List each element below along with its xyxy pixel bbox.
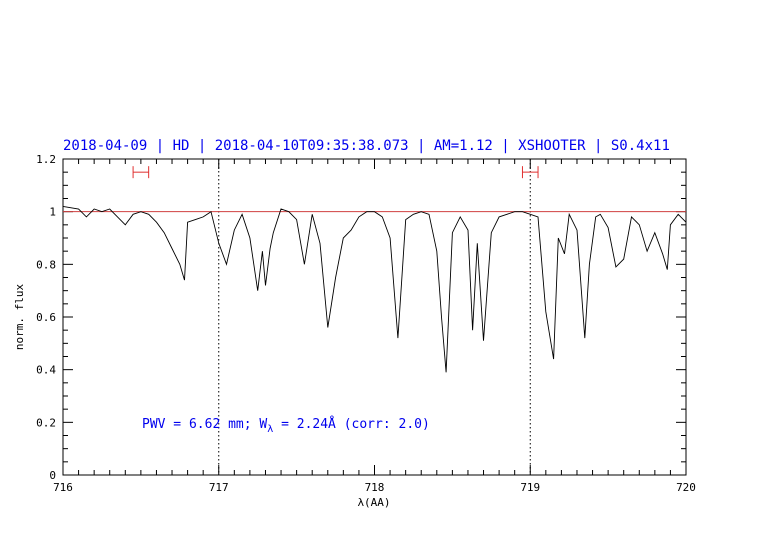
continuum-window (132, 166, 150, 179)
y-tick-label: 1 (49, 206, 56, 219)
continuum-window (521, 166, 539, 179)
continuum-windows (132, 166, 539, 179)
annotation-subscript: λ (267, 424, 273, 435)
x-tick-label: 717 (209, 481, 229, 494)
y-tick-label: 0.2 (36, 416, 56, 429)
x-tick-label: 720 (676, 481, 696, 494)
x-axis-ticks: 716 717 718 719 720 (53, 159, 696, 494)
x-tick-label: 716 (53, 481, 73, 494)
chart-title: 2018-04-09 | HD | 2018-04-10T09:35:38.07… (63, 138, 670, 154)
y-axis-ticks: 0 0.2 0.4 0.6 0.8 1 1.2 (36, 153, 686, 482)
x-axis-label: λ(AA) (357, 496, 390, 509)
annotation-suffix: = 2.24Å (corr: 2.0) (273, 416, 430, 432)
y-axis-label: norm. flux (13, 284, 26, 351)
spectrum-line (62, 205, 687, 373)
y-tick-label: 0 (49, 469, 56, 482)
annotation-prefix: PWV = 6.62 mm; W (142, 417, 267, 432)
x-tick-label: 718 (365, 481, 385, 494)
y-tick-label: 0.4 (36, 364, 56, 377)
x-tick-label: 719 (520, 481, 540, 494)
y-tick-label: 0.6 (36, 311, 56, 324)
y-tick-label: 0.8 (36, 258, 56, 271)
y-tick-label: 1.2 (36, 153, 56, 166)
annotation: PWV = 6.62 mm; Wλ = 2.24Å (corr: 2.0) (142, 416, 430, 435)
